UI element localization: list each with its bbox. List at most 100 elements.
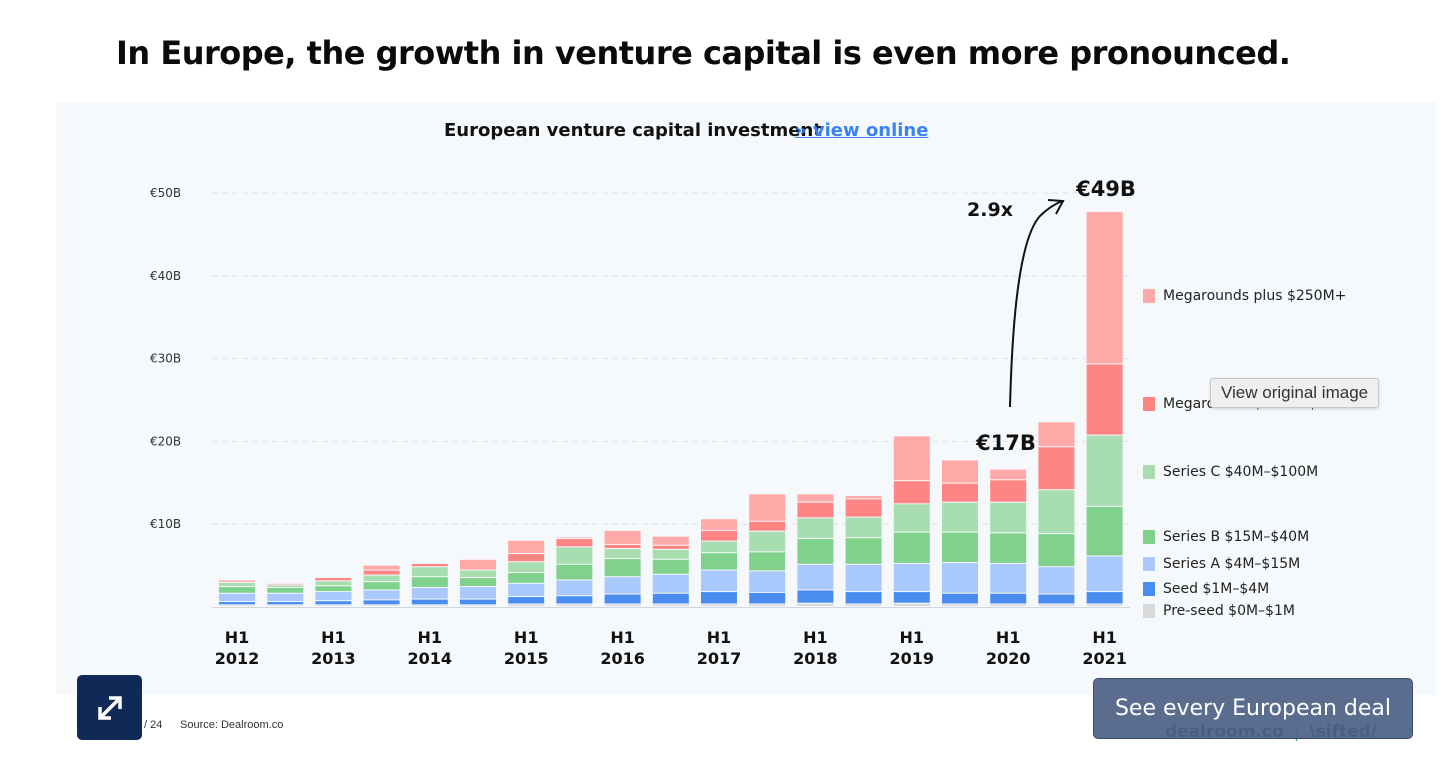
bar-segment	[267, 593, 304, 602]
bar-segment	[893, 563, 930, 592]
bar-segment	[556, 547, 593, 564]
bar-segment	[556, 604, 593, 606]
x-tick-label: 2014	[408, 649, 453, 668]
bar-segment	[460, 599, 496, 605]
bar-segment	[701, 519, 737, 530]
legend-swatch	[1143, 289, 1155, 303]
bar-segment	[411, 563, 448, 567]
bar-segment	[1086, 604, 1123, 606]
bar-segment	[267, 602, 304, 605]
bar-segment	[1038, 567, 1075, 594]
bar-segment	[652, 604, 689, 606]
expand-arrows-icon	[97, 695, 122, 720]
legend-swatch	[1143, 604, 1155, 618]
legend-item: Series B $15M–$40M	[1143, 529, 1309, 545]
x-tick-label: H1	[707, 628, 732, 647]
bar-segment	[990, 480, 1027, 502]
legend-item: Pre-seed $0M–$1M	[1143, 603, 1295, 619]
bar-segment	[990, 533, 1027, 563]
see-every-european-deal-button[interactable]: See every European deal	[1093, 678, 1413, 739]
bar-segment	[1038, 422, 1075, 447]
bar-segment	[701, 604, 737, 606]
bar-segment	[749, 521, 786, 531]
bar-segment	[701, 541, 737, 553]
bar-segment	[604, 558, 641, 577]
bar-segment	[701, 553, 737, 570]
bar-segment	[1086, 435, 1123, 506]
x-tick-label: H1	[514, 628, 539, 647]
bar-segment	[990, 502, 1027, 533]
bar-segment	[604, 577, 641, 594]
x-tick-label: H1	[321, 628, 346, 647]
bar-segment	[701, 592, 737, 604]
bar-segment	[942, 483, 978, 502]
source-note: Source: Dealroom.co	[180, 719, 284, 731]
x-tick-label: 2019	[890, 649, 935, 668]
bar-segment	[556, 539, 593, 547]
bar-segment	[315, 592, 352, 601]
legend-item: Series A $4M–$15M	[1143, 556, 1300, 572]
bar-segment	[652, 545, 689, 549]
bar-segment	[411, 577, 448, 587]
bar-segment	[990, 469, 1027, 480]
bar-segment	[604, 549, 641, 558]
legend-label: Pre-seed $0M–$1M	[1163, 603, 1295, 619]
bar-segment	[942, 563, 978, 593]
view-original-image-tooltip[interactable]: View original image	[1210, 378, 1380, 408]
bar-segment	[604, 594, 641, 604]
bar-segment	[460, 605, 496, 606]
bar-segment	[1038, 447, 1075, 490]
bar-segment	[460, 570, 496, 578]
expand-button[interactable]	[77, 675, 142, 740]
legend-swatch	[1143, 397, 1155, 411]
bar-segment	[315, 601, 352, 605]
x-tick-label: H1	[418, 628, 443, 647]
legend-item: Series C $40M–$100M	[1143, 464, 1318, 480]
bar-segment	[267, 605, 304, 606]
bar-segment	[942, 532, 978, 563]
x-tick-label: H1	[803, 628, 828, 647]
bar-segment	[411, 599, 448, 605]
bar-segment	[1086, 364, 1123, 435]
bar-segment	[508, 583, 545, 597]
page-headline: In Europe, the growth in venture capital…	[116, 34, 1291, 72]
bar-segment	[990, 604, 1027, 606]
bar-segment	[219, 580, 255, 582]
x-tick-label: 2016	[600, 649, 645, 668]
bar-segment	[363, 570, 400, 575]
bar-segment	[845, 604, 882, 606]
bar-segment	[219, 605, 255, 606]
bar-segment	[652, 559, 689, 574]
bar-segment	[797, 590, 834, 603]
bar-segment	[604, 604, 641, 606]
bar-segment	[556, 580, 593, 596]
legend-item: Megarounds plus $250M+	[1143, 288, 1346, 304]
bar-segment	[556, 537, 593, 539]
bar-segment	[219, 602, 255, 605]
bar-segment	[893, 436, 930, 481]
bar-segment	[411, 567, 448, 577]
legend-swatch	[1143, 557, 1155, 571]
bar-segment	[1086, 556, 1123, 592]
bar-segment	[363, 565, 400, 570]
annotation-start-value: €17B	[975, 431, 1036, 455]
bar-segment	[845, 592, 882, 604]
y-tick-label: €40B	[150, 269, 181, 283]
bar-segment	[797, 494, 834, 502]
bar-segment	[363, 575, 400, 582]
bar-segment	[942, 502, 978, 532]
bar-segment	[797, 539, 834, 564]
bar-segment	[1038, 594, 1075, 604]
bar-segment	[556, 564, 593, 580]
bar-segment	[1038, 534, 1075, 567]
legend-swatch	[1143, 582, 1155, 596]
bar-segment	[893, 532, 930, 563]
y-tick-label: €50B	[150, 186, 181, 200]
bar-segment	[267, 585, 304, 587]
bar-segment	[315, 586, 352, 592]
bar-segment	[508, 562, 545, 573]
bar-segment	[363, 600, 400, 605]
bar-segment	[797, 518, 834, 539]
view-online-link[interactable]: » view online	[795, 120, 929, 141]
